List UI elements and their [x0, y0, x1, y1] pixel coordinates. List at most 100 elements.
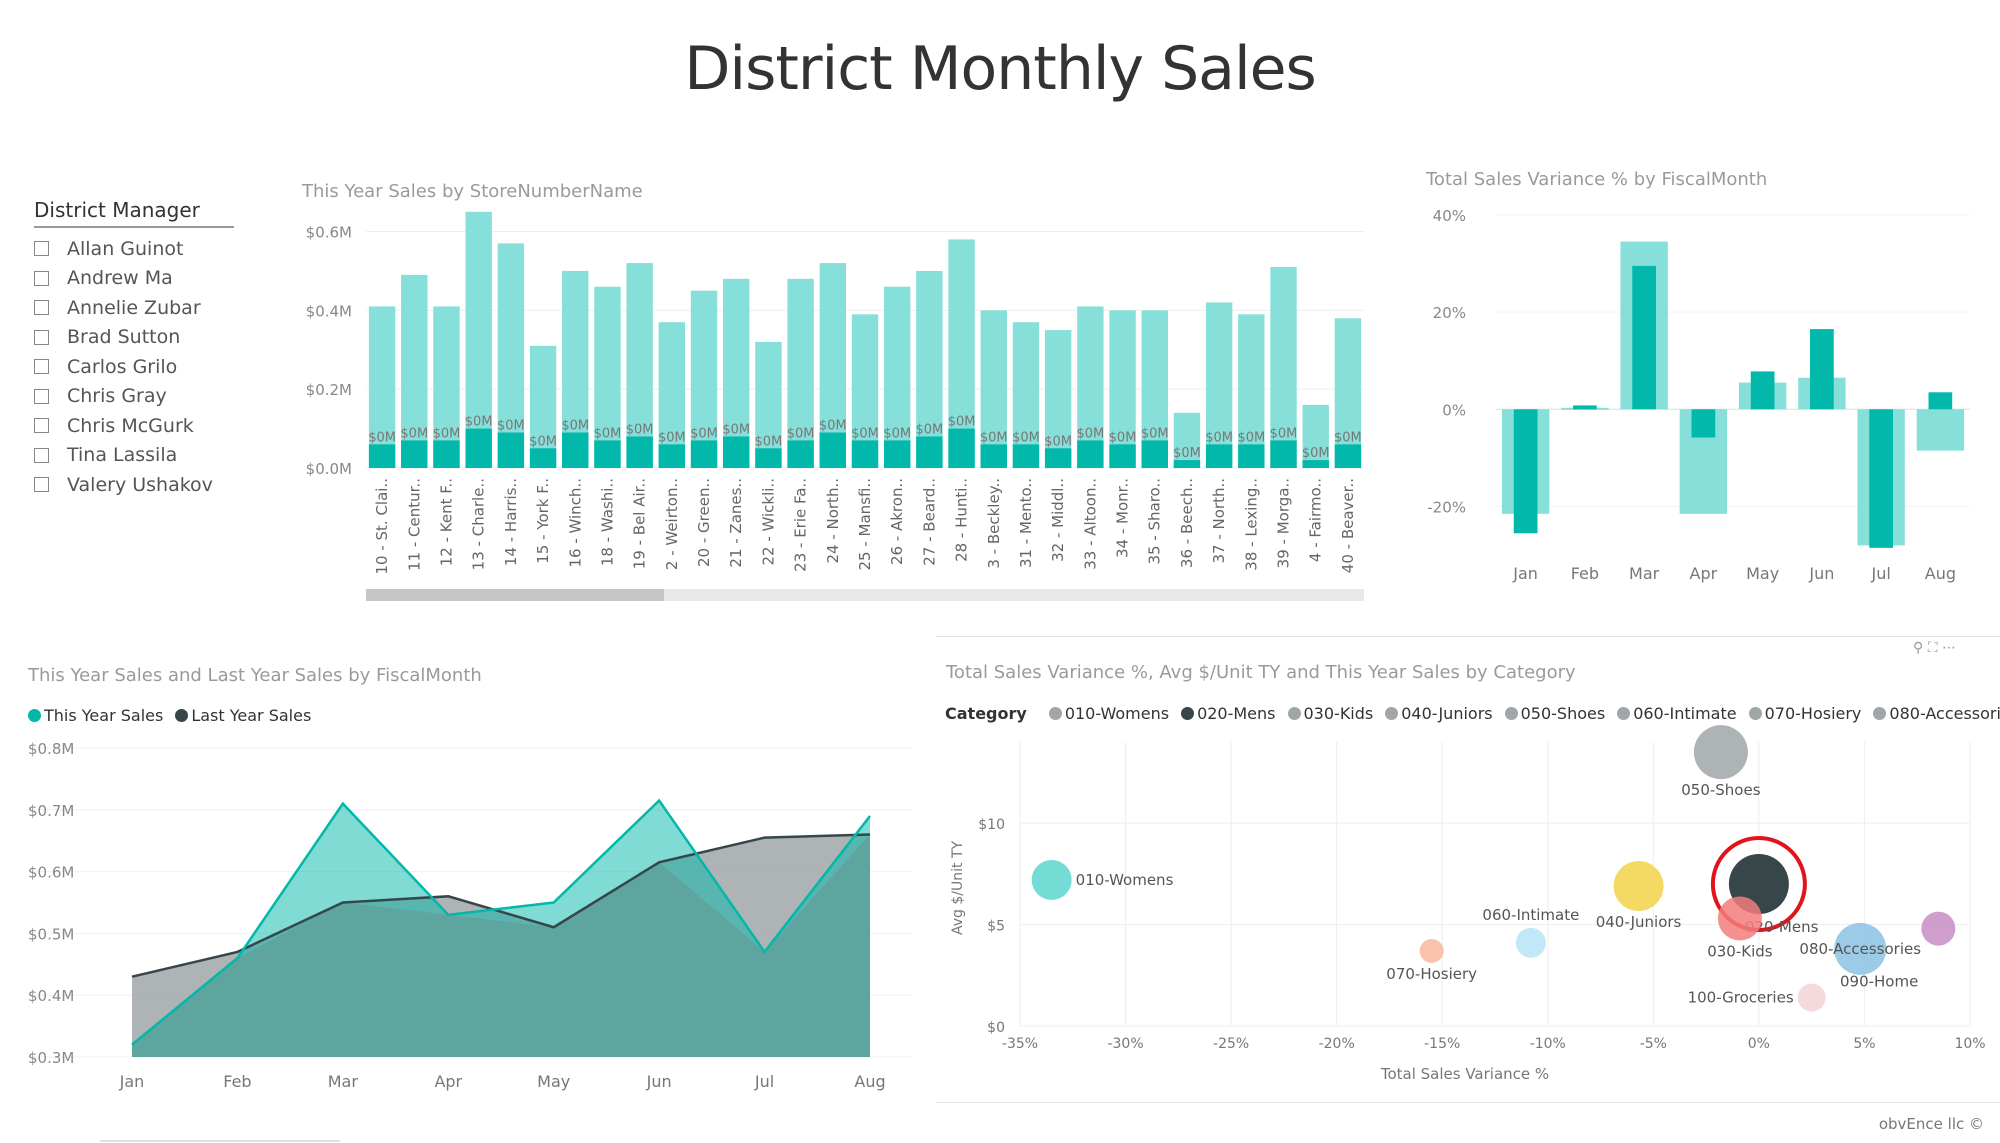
x-tick-label: 38 - Lexing.. — [1242, 478, 1260, 571]
bar-overlay — [1141, 440, 1168, 468]
line-this-year — [131, 798, 871, 1046]
checkbox[interactable] — [34, 447, 49, 463]
bar-overlay — [980, 444, 1007, 468]
x-tick-label: Feb — [1571, 564, 1599, 583]
slicer-item[interactable]: Valery Ushakov — [34, 470, 234, 500]
slicer-item[interactable]: Chris McGurk — [34, 411, 234, 441]
district-manager-slicer: District Manager Allan Guinot Andrew Ma An… — [34, 198, 234, 500]
checkbox[interactable] — [34, 300, 49, 316]
legend-label: 070-Hosiery — [1764, 704, 1862, 723]
bar-this-year — [658, 322, 686, 468]
highlight-ring — [1710, 836, 1807, 932]
legend-title: Category — [945, 704, 1027, 723]
more-options-icon[interactable]: ⋯ — [1942, 640, 1956, 656]
bar-overlay — [1044, 448, 1072, 468]
bubble-frame-bottom — [936, 1102, 2000, 1103]
legend-dot — [1181, 707, 1195, 720]
x-tick-label: 3 - Beckley.. — [985, 478, 1003, 569]
data-label: $0M — [1270, 426, 1298, 441]
legend-label: 080-Accessories — [1889, 704, 2000, 723]
bar-overlay — [690, 440, 718, 468]
checkbox[interactable] — [34, 418, 49, 434]
variance-bar-inner — [1810, 329, 1834, 410]
area-overlap — [132, 834, 870, 1057]
bar-overlay — [883, 440, 911, 468]
horizontal-scrollbar[interactable] — [366, 589, 1364, 601]
legend-item[interactable]: 010-Womens — [1048, 704, 1169, 723]
legend-label: This Year Sales — [44, 706, 164, 725]
store-bar-title: This Year Sales by StoreNumberName — [302, 181, 643, 202]
slicer-item[interactable]: Allan Guinot — [34, 234, 234, 264]
scrollbar-thumb[interactable] — [366, 589, 664, 601]
x-tick-label: 10% — [1954, 1036, 1985, 1052]
legend-item[interactable]: 060-Intimate — [1617, 704, 1737, 723]
slicer-item[interactable]: Chris Gray — [34, 382, 234, 412]
x-tick-label: Jul — [754, 1072, 774, 1091]
x-tick-label: 20 - Green.. — [695, 478, 713, 567]
legend-item[interactable]: 030-Kids — [1287, 704, 1373, 723]
legend-label: 050-Shoes — [1520, 704, 1606, 723]
legend-item[interactable]: 070-Hosiery — [1748, 704, 1862, 723]
legend-dot — [1748, 707, 1762, 720]
slicer-item[interactable]: Brad Sutton — [34, 323, 234, 353]
slicer-item[interactable]: Tina Lassila — [34, 441, 234, 471]
checkbox[interactable] — [34, 270, 49, 286]
legend-dot — [1385, 707, 1399, 720]
x-tick-label: 5% — [1853, 1036, 1875, 1052]
y-tick-label: -20% — [1427, 499, 1466, 517]
legend-item[interactable]: 050-Shoes — [1504, 704, 1606, 723]
bar-this-year — [1012, 322, 1040, 468]
y-tick-label: 20% — [1433, 304, 1466, 322]
x-tick-label: 11 - Centur.. — [405, 478, 423, 571]
x-tick-label: -35% — [1002, 1036, 1038, 1052]
legend-dot — [1048, 707, 1062, 720]
data-label: $0M — [1012, 430, 1040, 445]
bubble — [1613, 861, 1664, 912]
y-tick-label: 0% — [1442, 401, 1466, 419]
x-tick-label: 25 - Mansfi.. — [856, 478, 874, 570]
focus-mode-icon[interactable]: ⛶ — [1927, 640, 1938, 656]
bubble — [1031, 859, 1072, 900]
slicer-item[interactable]: Andrew Ma — [34, 264, 234, 294]
bubble-label: 090-Home — [1840, 973, 1918, 991]
y-tick-label: $0.2M — [306, 381, 352, 399]
bar-this-year — [529, 345, 557, 468]
bubble-label: 050-Shoes — [1681, 781, 1760, 799]
checkbox[interactable] — [34, 477, 49, 493]
checkbox[interactable] — [34, 241, 49, 257]
y-tick-label: $0.8M — [28, 740, 74, 758]
bubble-label: 020-Mens — [1745, 918, 1819, 936]
legend-dot — [1287, 707, 1301, 720]
data-label: $0M — [465, 415, 493, 430]
legend-item[interactable]: 080-Accessories — [1873, 704, 2000, 723]
slicer-item[interactable]: Annelie Zubar — [34, 293, 234, 323]
data-label: $0M — [690, 426, 718, 441]
bar-this-year — [465, 211, 492, 468]
y-tick-label: $0.4M — [306, 302, 352, 320]
variance-bar-inner — [1750, 371, 1775, 410]
legend-label: Last Year Sales — [191, 706, 312, 725]
x-tick-label: Mar — [1629, 564, 1660, 583]
bubble — [1515, 927, 1546, 958]
data-label: $0M — [658, 430, 686, 445]
bar-overlay — [1077, 440, 1104, 468]
bubble — [1693, 725, 1748, 780]
slicer-item-label: Annelie Zubar — [67, 296, 201, 319]
legend-item[interactable]: 020-Mens — [1181, 704, 1276, 723]
legend-item[interactable]: 040-Juniors — [1385, 704, 1493, 723]
bubble-legend-items: 010-Womens 020-Mens 030-Kids 040-Juniors 050… — [1048, 704, 2000, 723]
legend-dot — [1504, 707, 1518, 720]
bar-overlay — [1109, 444, 1136, 468]
bar-this-year — [594, 286, 621, 468]
checkbox[interactable] — [34, 388, 49, 404]
bar-overlay — [787, 440, 814, 468]
checkbox[interactable] — [34, 359, 49, 375]
bar-overlay — [948, 428, 975, 468]
bar-overlay — [433, 440, 460, 468]
slicer-item-label: Valery Ushakov — [67, 473, 213, 496]
x-axis-title: Total Sales Variance % — [1380, 1065, 1549, 1083]
checkbox[interactable] — [34, 329, 49, 345]
pin-icon[interactable]: ⚲ — [1913, 640, 1924, 656]
slicer-item-label: Carlos Grilo — [67, 355, 178, 378]
slicer-item[interactable]: Carlos Grilo — [34, 352, 234, 382]
